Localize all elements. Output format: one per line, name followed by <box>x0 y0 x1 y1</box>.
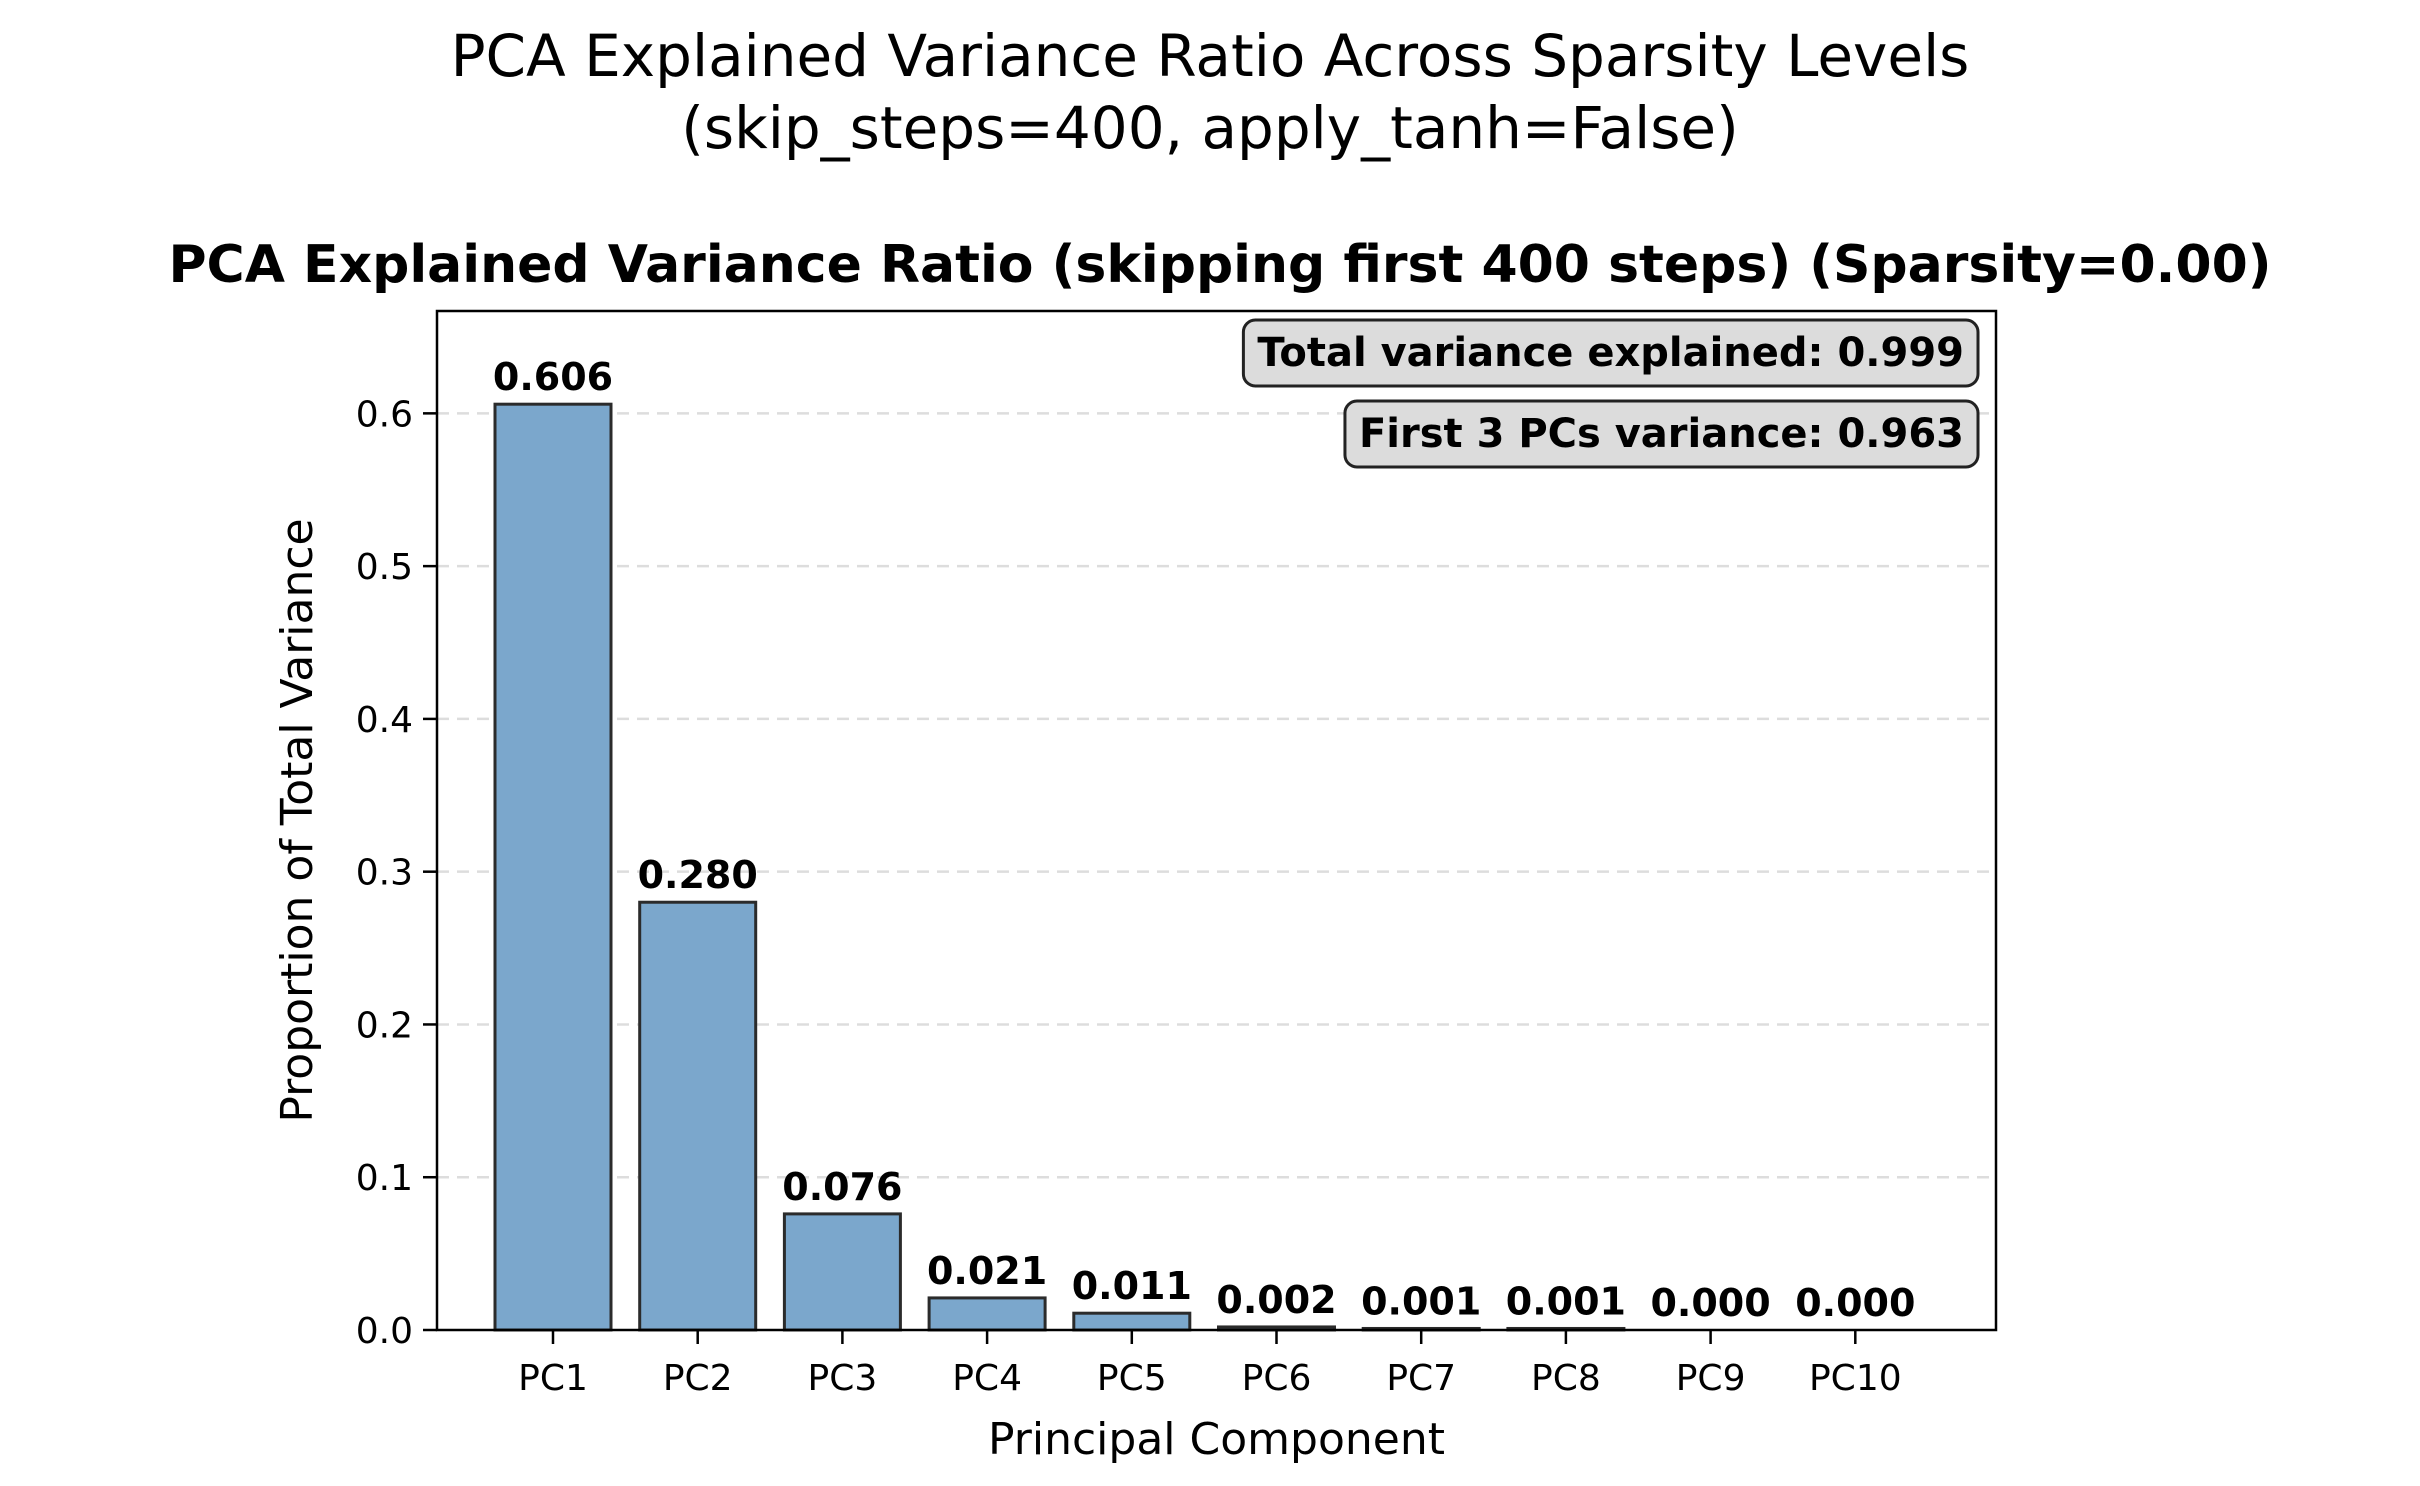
x-axis: PC1 PC2 PC3 PC4 PC5 PC6 PC7 PC8 PC9 PC10 <box>518 1330 1902 1399</box>
y-axis: 0.0 0.1 0.2 0.3 0.4 0.5 0.6 <box>356 394 437 1352</box>
value-label-pc3: 0.076 <box>782 1165 902 1209</box>
bar-pc5 <box>1072 1311 1192 1332</box>
total-variance-box <box>1241 318 1980 388</box>
bar-pc3 <box>782 1212 902 1332</box>
bar-pc2 <box>638 900 758 1332</box>
figure-suptitle-line1: PCA Explained Variance Ratio Across Spar… <box>450 22 1970 90</box>
x-tick-label: PC2 <box>663 1358 733 1399</box>
figure-suptitle-line2: (skip_steps=400, apply_tanh=False) <box>681 94 1739 162</box>
y-axis-label: Proportion of Total Variance <box>272 518 323 1122</box>
annotations: Total variance explained: 0.999 First 3 … <box>1241 318 1980 469</box>
x-tick-label: PC9 <box>1676 1358 1746 1399</box>
y-tick-label: 0.2 <box>356 1005 413 1046</box>
y-tick-label: 0.6 <box>356 394 413 435</box>
x-tick-label: PC8 <box>1531 1358 1601 1399</box>
x-tick-label: PC6 <box>1242 1358 1312 1399</box>
bar-pc4 <box>927 1296 1047 1332</box>
x-tick-label: PC3 <box>808 1358 878 1399</box>
x-tick-label: PC1 <box>518 1358 588 1399</box>
y-tick-label: 0.1 <box>356 1158 413 1199</box>
first-3-pcs-text: First 3 PCs variance: 0.963 <box>1359 411 1964 457</box>
x-axis-label: Principal Component <box>988 1414 1445 1465</box>
value-labels: 0.606 0.280 0.076 0.021 0.011 0.002 0.001 0.001… <box>493 355 1916 1325</box>
chart-title: PCA Explained Variance Ratio (skipping f… <box>168 235 2271 295</box>
value-label-pc4: 0.021 <box>927 1249 1047 1293</box>
y-tick-label: 0.4 <box>356 700 413 741</box>
value-label-pc5: 0.011 <box>1072 1264 1192 1308</box>
value-label-pc1: 0.606 <box>493 355 613 399</box>
y-tick-label: 0.3 <box>356 853 413 894</box>
plot-frame <box>435 309 1998 1332</box>
y-tick-label: 0.0 <box>356 1311 413 1352</box>
x-tick-label: PC10 <box>1809 1358 1902 1399</box>
value-label-pc6: 0.002 <box>1216 1278 1336 1322</box>
value-label-pc7: 0.001 <box>1361 1279 1481 1323</box>
x-tick-label: PC4 <box>952 1358 1022 1399</box>
y-tick-label: 0.5 <box>356 547 413 588</box>
bar-pc1 <box>493 402 613 1332</box>
first-3-pcs-box <box>1343 399 1980 469</box>
total-variance-text: Total variance explained: 0.999 <box>1257 330 1964 376</box>
value-label-pc2: 0.280 <box>638 853 758 897</box>
value-label-pc8: 0.001 <box>1506 1279 1626 1323</box>
value-label-pc10: 0.000 <box>1795 1281 1915 1325</box>
bars <box>493 402 1626 1332</box>
x-tick-label: PC5 <box>1097 1358 1167 1399</box>
x-tick-label: PC7 <box>1386 1358 1456 1399</box>
value-label-pc9: 0.000 <box>1650 1281 1770 1325</box>
